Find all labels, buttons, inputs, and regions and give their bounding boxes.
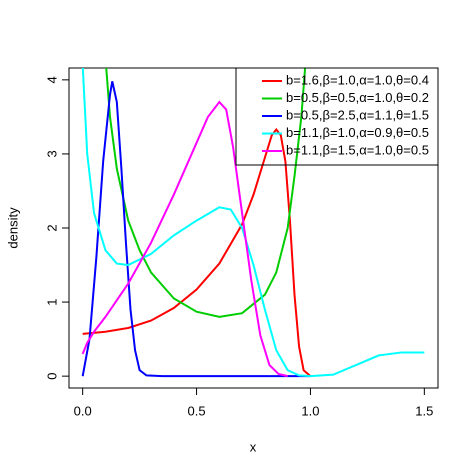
- y-tick-label: 1: [44, 298, 59, 305]
- y-tick-label: 0: [44, 373, 59, 380]
- data-line: [81, 100, 288, 378]
- data-line: [81, 81, 311, 378]
- x-axis-label: x: [250, 439, 257, 454]
- data-line: [81, 68, 425, 378]
- legend-label: b=0.5,β=2.5,α=1.1,θ=1.5: [286, 107, 429, 122]
- plot-area: [81, 68, 425, 378]
- data-line: [105, 68, 307, 318]
- y-tick-label: 2: [44, 224, 59, 231]
- legend-label: b=0.5,β=0.5,α=1.0,θ=0.2: [286, 90, 429, 105]
- x-tick-label: 1.5: [415, 403, 433, 418]
- data-line: [82, 127, 312, 377]
- x-tick-label: 0.5: [188, 403, 206, 418]
- x-tick-label: 0.0: [74, 403, 92, 418]
- y-axis-label: density: [5, 207, 20, 249]
- y-tick-label: 4: [44, 76, 59, 83]
- x-tick-label: 1.0: [301, 403, 319, 418]
- y-tick-label: 3: [44, 150, 59, 157]
- legend-label: b=1.6,β=1.0,α=1.0,θ=0.4: [286, 72, 429, 87]
- legend-box: [235, 67, 439, 166]
- legend-label: b=1.1,β=1.5,α=1.0,θ=0.5: [286, 142, 429, 157]
- legend-label: b=1.1,β=1.0,α=0.9,θ=0.5: [286, 125, 429, 140]
